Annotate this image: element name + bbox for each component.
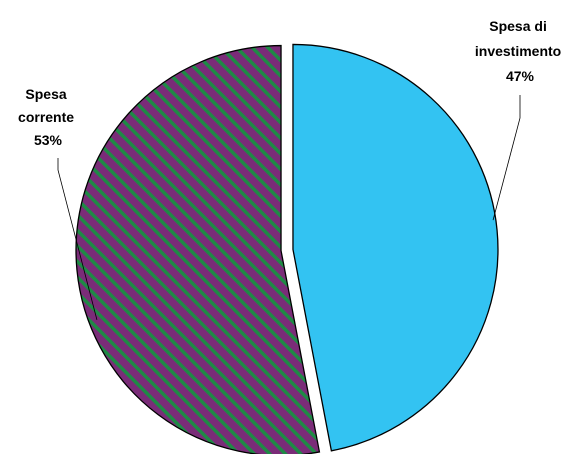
pie-slice-spesa-di-investimento xyxy=(292,43,499,452)
pie-slice-spesa-corrente xyxy=(75,44,321,457)
data-label-spesa-corrente: Spesa corrente 53% xyxy=(18,86,78,148)
data-label-spesa-di-investimento: Spesa di investimento 47% xyxy=(475,18,565,84)
leader-line-spesa-di-investimento xyxy=(492,95,521,221)
leader-line-spesa-corrente xyxy=(57,158,98,320)
